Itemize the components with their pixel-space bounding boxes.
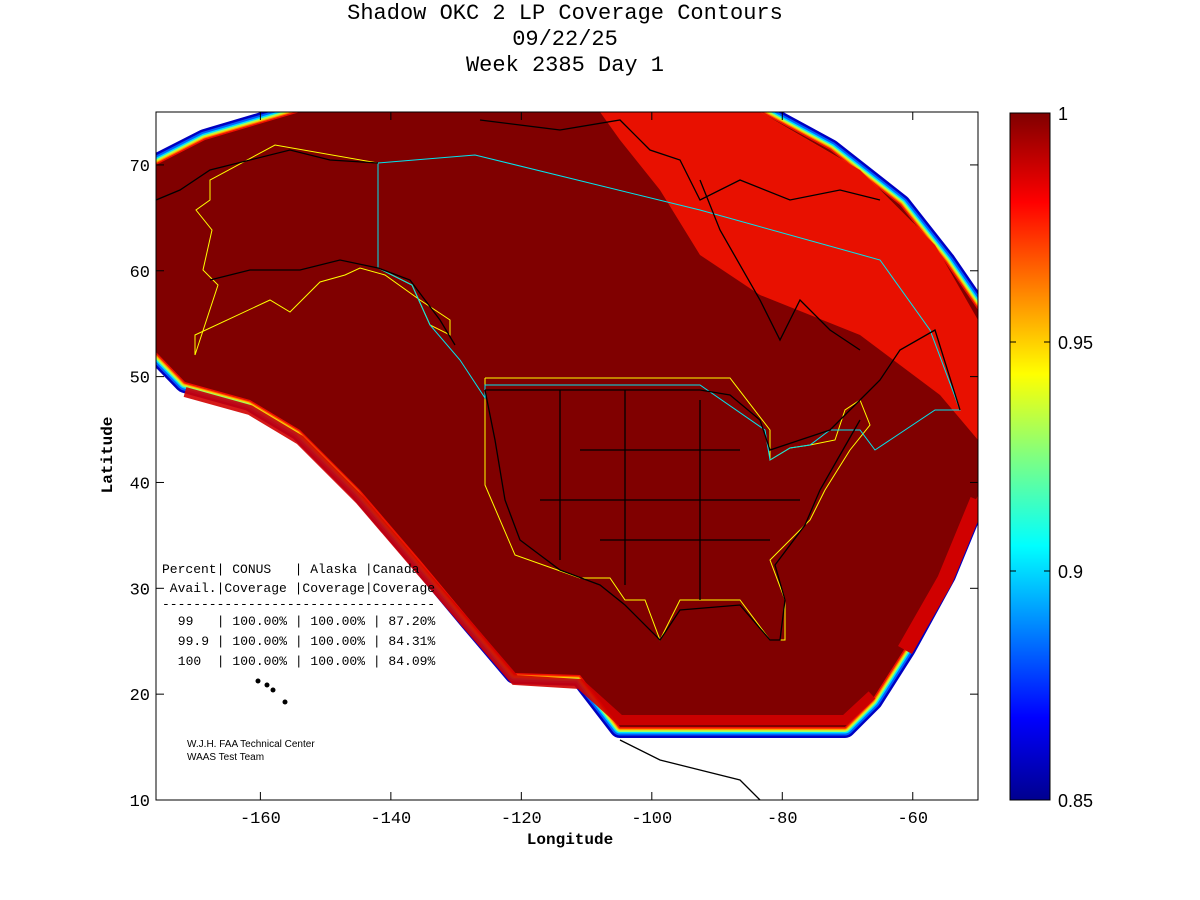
coastline	[699, 179, 861, 351]
x-tick-label: -100	[631, 810, 672, 829]
plot-frame	[155, 111, 979, 801]
coastline	[484, 389, 861, 642]
colorbar-tick-label: 0.9	[1058, 562, 1083, 582]
y-tick-label: 40	[130, 475, 150, 494]
table-row: 99 | 100.00% | 100.00% | 87.20%	[170, 614, 435, 629]
credit-line-1: W.J.H. FAA Technical Center	[187, 739, 315, 750]
x-axis-label: Longitude	[527, 831, 613, 849]
island	[270, 687, 276, 693]
x-tick-label: -60	[897, 810, 928, 829]
y-tick-label: 30	[130, 581, 150, 600]
chart-title: Shadow OKC 2 LP Coverage Contours	[347, 1, 783, 26]
table-divider: -----------------------------------	[162, 597, 435, 612]
x-tick-label: -80	[767, 810, 798, 829]
boundary-line	[377, 154, 961, 461]
table-row: 99.9 | 100.00% | 100.00% | 84.31%	[170, 634, 435, 649]
coastline	[209, 259, 456, 346]
island	[264, 682, 270, 688]
table-row: 100 | 100.00% | 100.00% | 84.09%	[170, 654, 435, 669]
table-header-2: Avail.|Coverage |Coverage|Coverage	[162, 581, 435, 596]
y-axis-label: Latitude	[99, 417, 117, 494]
coastline	[485, 329, 961, 451]
colorbar-tick-label: 1	[1058, 104, 1068, 124]
colorbar-tick-label: 0.95	[1058, 333, 1093, 353]
y-tick-label: 50	[130, 370, 150, 389]
coverage-band	[183, 387, 876, 725]
coverage-map	[156, 112, 978, 800]
x-tick-label: -140	[370, 810, 411, 829]
y-axis: 10 20 30 40 50 60 70	[130, 158, 978, 812]
coverage-table: Percent| CONUS | Alaska |Canada Avail.|C…	[162, 562, 435, 669]
y-tick-label: 70	[130, 158, 150, 177]
x-axis: -160 -140 -120 -100 -80 -60	[240, 112, 928, 829]
y-tick-label: 10	[130, 793, 150, 812]
table-header-1: Percent| CONUS | Alaska |Canada	[162, 562, 420, 577]
colorbar-tick-label: 0.85	[1058, 791, 1093, 811]
coastline	[156, 149, 379, 201]
coverage-contour-0.99	[600, 112, 978, 440]
y-tick-label: 20	[130, 687, 150, 706]
coverage-band	[898, 496, 978, 654]
island	[282, 699, 288, 705]
credit-line-2: WAAS Test Team	[187, 752, 264, 763]
chart-week: Week 2385 Day 1	[465, 53, 665, 78]
x-tick-label: -160	[240, 810, 281, 829]
chart-date: 09/22/25	[512, 27, 618, 52]
x-tick-label: -120	[501, 810, 542, 829]
y-tick-label: 60	[130, 264, 150, 283]
colorbar	[1009, 112, 1051, 801]
island	[255, 678, 261, 684]
coastline	[479, 119, 881, 201]
map-outlines	[156, 119, 961, 800]
coastline	[619, 739, 761, 800]
colorbar-ticks: 0.85 0.9 0.95 1	[1010, 104, 1093, 811]
